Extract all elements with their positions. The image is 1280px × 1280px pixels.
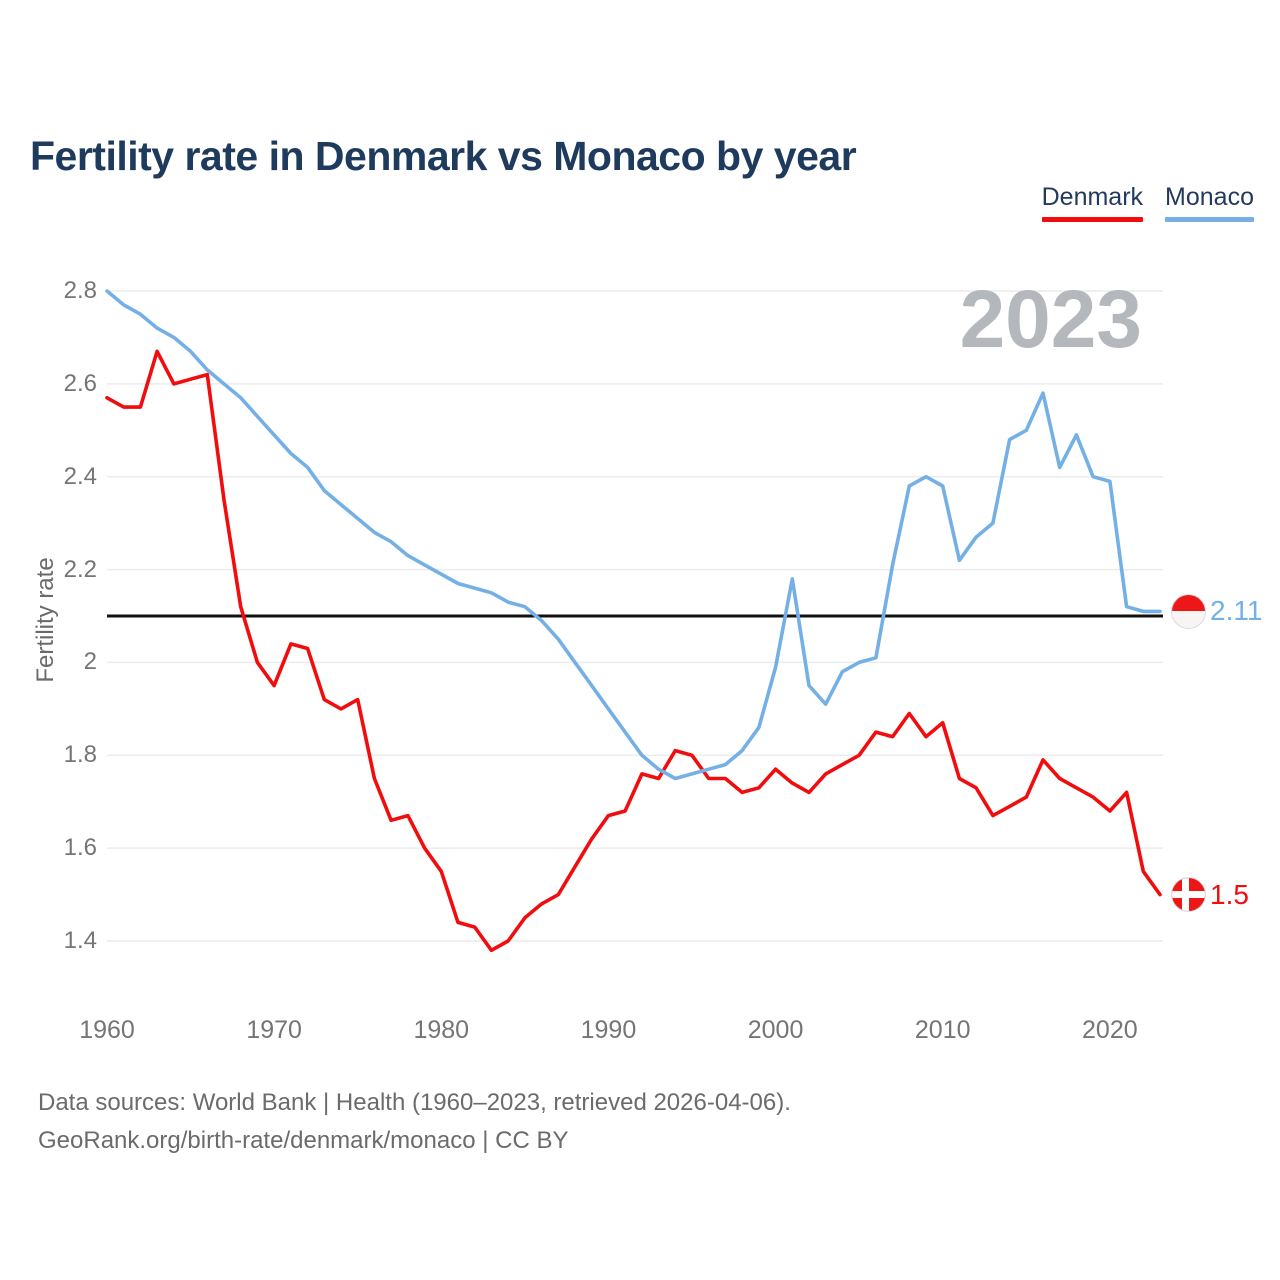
footer-attribution: GeoRank.org/birth-rate/denmark/monaco | … [38,1127,569,1154]
x-tick-label: 1970 [246,1016,302,1044]
y-tick-label: 2.4 [63,462,97,490]
y-tick-label: 2.8 [63,277,97,304]
end-label-denmark: 1.5 [1210,878,1249,910]
y-tick-label: 1.8 [63,741,97,769]
line-denmark [105,349,1162,953]
footer-sources: Data sources: World Bank | Health (1960–… [38,1089,791,1116]
y-tick-label: 2 [83,648,97,676]
legend-item-denmark[interactable]: Denmark [1041,183,1144,222]
y-tick-label: 1.4 [63,927,97,954]
end-label-monaco: 2.11 [1210,595,1263,627]
legend-color-bar-denmark [1041,217,1144,222]
watermark-year: 2023 [960,274,1142,365]
y-tick-label: 2.6 [63,369,97,397]
x-tick-label: 2020 [1082,1016,1138,1044]
legend: Denmark Monaco [1041,183,1254,222]
legend-label-monaco: Monaco [1165,183,1254,211]
x-tick-label: 1990 [580,1016,637,1044]
series-lines [105,289,1162,953]
y-tick-label: 1.6 [63,834,97,862]
y-tick-label: 2.2 [63,555,97,583]
legend-color-bar-monaco [1165,217,1254,222]
legend-label-denmark: Denmark [1041,183,1144,211]
x-tick-label: 1960 [79,1016,135,1044]
line-monaco [105,289,1162,781]
x-tick-label: 2010 [914,1016,971,1044]
denmark-flag-icon [1171,878,1205,912]
page-title: Fertility rate in Denmark vs Monaco by y… [30,133,857,180]
legend-item-monaco[interactable]: Monaco [1165,183,1254,222]
x-tick-label: 1980 [413,1016,470,1044]
x-tick-label: 2000 [747,1016,804,1044]
monaco-flag-icon [1171,594,1205,628]
footer: Data sources: World Bank | Health (1960–… [38,1084,791,1160]
